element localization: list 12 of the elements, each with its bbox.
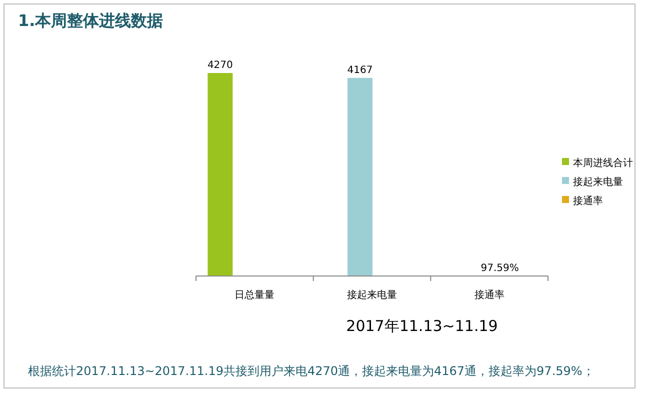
text: 根据统计2017.11.13~2017.11.19共接到用户来电4270通，接起来电量为4167通，接起率为97.59%； — [28, 364, 594, 378]
data-label: 97.59% — [480, 262, 519, 274]
chart-title: 1.本周整体进线数据 — [18, 11, 164, 30]
x-tick-label: 接起来电量 — [347, 289, 397, 301]
data-label: 4167 — [347, 64, 373, 76]
x-tick-label: 日总量量 — [234, 289, 275, 301]
legend-label: 接通率 — [573, 195, 603, 207]
x-axis-title: 2017年11.13~11.19 — [346, 317, 498, 335]
legend-label: 接起来电量 — [573, 176, 623, 188]
data-label: 4270 — [207, 60, 233, 71]
x-tick-label: 接通率 — [474, 289, 504, 301]
legend-label: 本周进线合计 — [573, 157, 633, 169]
